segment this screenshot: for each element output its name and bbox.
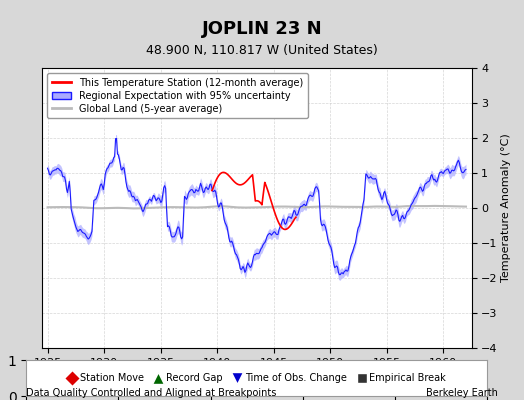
Text: 48.900 N, 110.817 W (United States): 48.900 N, 110.817 W (United States) (146, 44, 378, 57)
Legend: Station Move, Record Gap, Time of Obs. Change, Empirical Break: Station Move, Record Gap, Time of Obs. C… (63, 369, 450, 387)
Text: Data Quality Controlled and Aligned at Breakpoints: Data Quality Controlled and Aligned at B… (26, 388, 277, 398)
Legend: This Temperature Station (12-month average), Regional Expectation with 95% uncer: This Temperature Station (12-month avera… (47, 73, 308, 118)
Text: JOPLIN 23 N: JOPLIN 23 N (202, 20, 322, 38)
Y-axis label: Temperature Anomaly (°C): Temperature Anomaly (°C) (500, 134, 510, 282)
Text: Berkeley Earth: Berkeley Earth (426, 388, 498, 398)
